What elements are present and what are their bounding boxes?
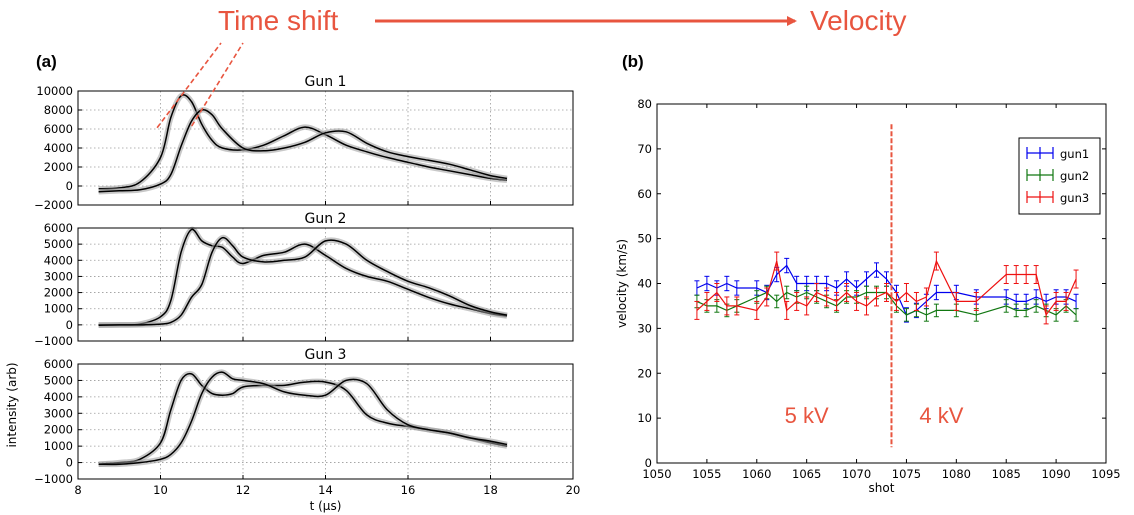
- y-tick-label: 3000: [44, 269, 73, 283]
- y-tick-label: 0: [66, 318, 73, 332]
- y-tick-label: 5000: [44, 373, 73, 387]
- noise-band-1: [98, 370, 508, 467]
- y-axis-label: intensity (arb): [5, 362, 19, 447]
- x-tick-label: 1095: [1091, 467, 1120, 481]
- y-tick-label: 8000: [44, 103, 73, 117]
- series-line-gun3: [696, 259, 1077, 317]
- y-tick-label: 1000: [44, 302, 73, 316]
- y-tick-label: 50: [637, 232, 652, 246]
- noise-band-2: [98, 234, 508, 328]
- x-tick-label: 1055: [692, 467, 721, 481]
- x-tick-label: 1080: [942, 467, 971, 481]
- y-tick-label: 6000: [44, 122, 73, 136]
- trace-line-1: [98, 94, 508, 190]
- y-tick-label: 10: [637, 411, 652, 425]
- time-shift-guide-2: [191, 42, 244, 127]
- y-tick-label: 80: [637, 97, 652, 111]
- series-line-gun1: [696, 264, 1077, 316]
- x-tick-label: 1085: [992, 467, 1021, 481]
- x-tick-label: 20: [566, 483, 581, 497]
- y-tick-label: 4000: [44, 253, 73, 267]
- y-tick-label: 70: [637, 142, 652, 156]
- y-tick-label: 1000: [44, 439, 73, 453]
- y-tick-label: 0: [66, 456, 73, 470]
- annotation-4kv: 4 kV: [919, 403, 963, 428]
- trace-line-1: [98, 228, 508, 326]
- x-axis-label: shot: [869, 481, 895, 495]
- gun1-plot: 10000 8000 6000 4000 2000 0 −2000 Gun 1: [34, 42, 574, 212]
- y-tick-label: 6000: [44, 221, 73, 235]
- y-tick-label: 2000: [44, 423, 73, 437]
- panel-title: Gun 1: [305, 74, 347, 90]
- y-tick-label: −2000: [34, 198, 73, 212]
- legend-label-gun3: gun3: [1060, 191, 1089, 205]
- trace-line-2: [98, 109, 508, 193]
- legend-label-gun1: gun1: [1060, 147, 1089, 161]
- x-tick-label: 1075: [892, 467, 921, 481]
- y-axis-label: velocity (km/s): [615, 239, 629, 328]
- y-tick-label: 0: [66, 179, 73, 193]
- gun2-plot: 6000 5000 4000 3000 2000 1000 0 −1000 Gun 2: [34, 211, 574, 348]
- y-tick-label: 10000: [36, 84, 73, 98]
- x-tick-label: 12: [236, 483, 251, 497]
- x-tick-label: 18: [483, 483, 498, 497]
- annotation-5kv: 5 kV: [785, 403, 829, 428]
- x-tick-label: 8: [74, 483, 81, 497]
- y-tick-label: 2000: [44, 160, 73, 174]
- y-tick-label: 0: [645, 456, 652, 470]
- legend-label-gun2: gun2: [1060, 169, 1089, 183]
- time-shift-guide-1: [156, 42, 222, 129]
- y-tick-label: −1000: [34, 472, 73, 486]
- y-tick-label: 6000: [44, 357, 73, 371]
- trace-line-2: [98, 371, 508, 466]
- noise-band-2: [98, 369, 508, 468]
- trace-line-1: [98, 372, 508, 465]
- y-tick-label: 2000: [44, 286, 73, 300]
- y-tick-label: 30: [637, 321, 652, 335]
- y-tick-label: 4000: [44, 390, 73, 404]
- y-tick-label: 20: [637, 366, 652, 380]
- y-tick-label: 5000: [44, 237, 73, 251]
- y-tick-label: 60: [637, 187, 652, 201]
- noise-band-2: [98, 107, 508, 195]
- y-tick-label: 4000: [44, 141, 73, 155]
- x-tick-label: 1070: [842, 467, 871, 481]
- x-tick-label: 1090: [1041, 467, 1070, 481]
- y-tick-label: 40: [637, 277, 652, 291]
- x-tick-label: 1065: [792, 467, 821, 481]
- x-tick-label: 16: [401, 483, 416, 497]
- time-shift-label: Time shift: [218, 5, 339, 36]
- x-tick-label: 10: [153, 483, 168, 497]
- velocity-label: Velocity: [810, 5, 907, 36]
- panel-a-label: (a): [36, 52, 57, 71]
- legend-box: [1018, 137, 1101, 215]
- x-tick-label: 1060: [742, 467, 771, 481]
- x-tick-label: 1050: [642, 467, 671, 481]
- x-axis-label: t (μs): [310, 499, 342, 513]
- panel-title: Gun 3: [305, 347, 347, 363]
- x-tick-label: 14: [318, 483, 333, 497]
- trace-line-2: [98, 236, 508, 326]
- panel-b-label: (b): [622, 52, 644, 71]
- panel-title: Gun 2: [305, 211, 347, 227]
- y-tick-label: −1000: [34, 334, 73, 348]
- series-line-gun2: [696, 291, 1077, 316]
- y-tick-label: 3000: [44, 406, 73, 420]
